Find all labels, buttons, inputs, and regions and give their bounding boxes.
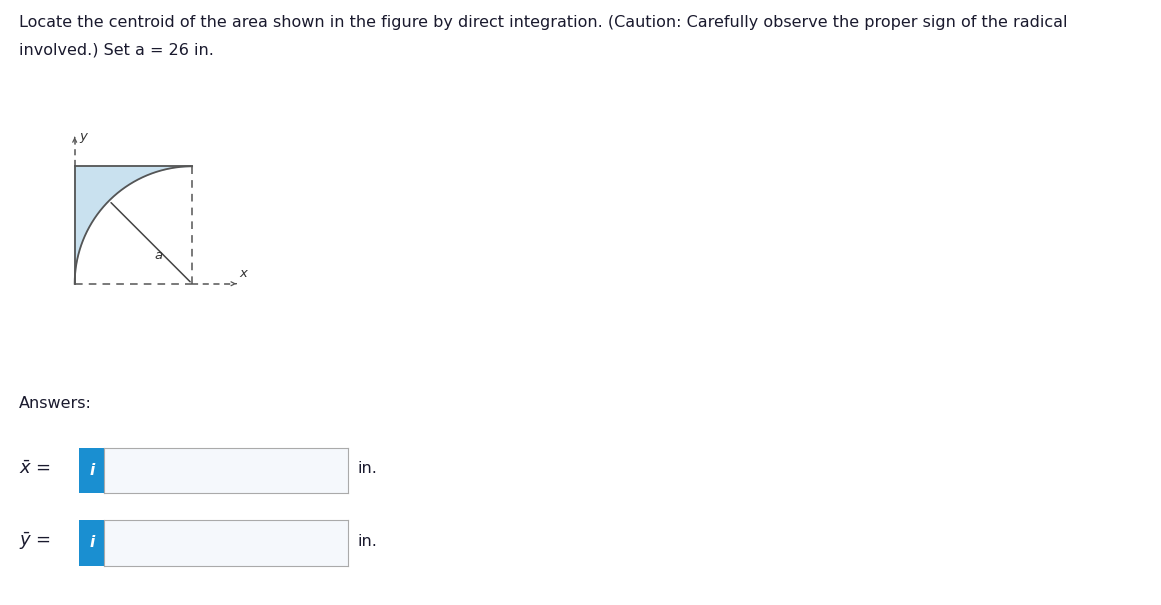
Text: in.: in.	[358, 534, 377, 549]
Text: a: a	[154, 249, 163, 263]
Text: Answers:: Answers:	[19, 396, 92, 411]
Polygon shape	[74, 166, 192, 284]
Text: Locate the centroid of the area shown in the figure by direct integration. (Caut: Locate the centroid of the area shown in…	[19, 15, 1067, 30]
Text: x: x	[239, 267, 247, 280]
Text: in.: in.	[358, 462, 377, 476]
Text: i: i	[89, 535, 94, 551]
Text: y: y	[79, 131, 87, 143]
Text: $\bar{x}$ =: $\bar{x}$ =	[19, 460, 51, 478]
Text: $\bar{y}$ =: $\bar{y}$ =	[19, 531, 51, 552]
Text: i: i	[89, 463, 94, 478]
Text: involved.) Set a = 26 in.: involved.) Set a = 26 in.	[19, 42, 214, 57]
